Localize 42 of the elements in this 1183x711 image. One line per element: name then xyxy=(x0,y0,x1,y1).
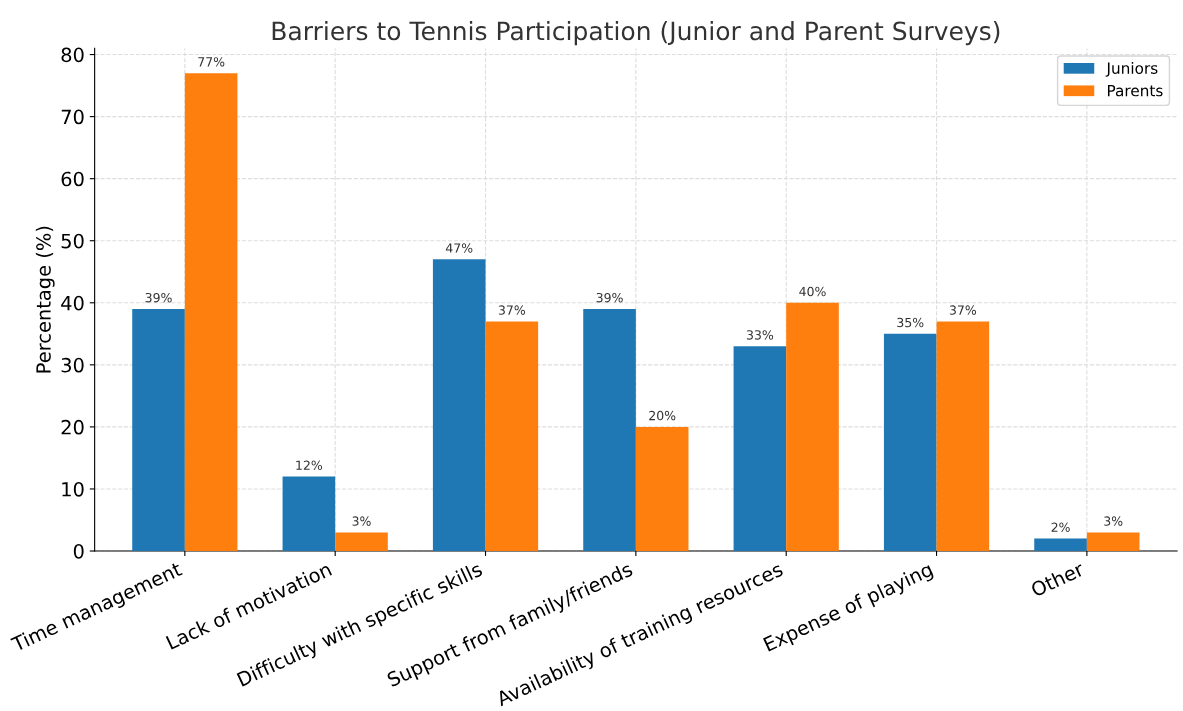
data-label: 37% xyxy=(498,305,526,315)
bar xyxy=(583,309,636,552)
y-tick-label: 70 xyxy=(61,109,84,125)
data-label: 47% xyxy=(445,243,473,253)
bar xyxy=(936,321,990,552)
y-tick-label: 0 xyxy=(73,543,84,559)
bar xyxy=(485,321,539,552)
bar xyxy=(132,309,185,552)
data-label: 40% xyxy=(799,286,826,297)
legend-label: Juniors xyxy=(1105,62,1158,77)
chart-title: Barriers to Tennis Participation (Junior and Parent Surveys) xyxy=(272,21,1000,46)
x-tick-label: Other xyxy=(1029,560,1086,598)
y-tick-label: 20 xyxy=(61,419,84,435)
bar xyxy=(733,346,787,552)
data-label: 2% xyxy=(1051,522,1070,533)
bar xyxy=(432,259,486,552)
data-label: 3% xyxy=(1104,516,1123,526)
bar xyxy=(1086,532,1140,552)
y-tick-label: 10 xyxy=(62,481,84,497)
legend-label: Parents xyxy=(1107,84,1163,97)
y-tick-label: 80 xyxy=(61,47,84,63)
data-label: 20% xyxy=(649,410,676,421)
y-tick-label: 40 xyxy=(61,295,84,311)
y-tick-label: 60 xyxy=(61,171,84,187)
data-label: 35% xyxy=(897,317,924,328)
data-label: 3% xyxy=(352,516,371,526)
data-label: 12% xyxy=(296,460,323,470)
bar xyxy=(635,426,689,552)
data-label: 33% xyxy=(746,330,774,340)
bar xyxy=(883,333,937,552)
bar xyxy=(786,302,839,552)
bar xyxy=(184,73,238,552)
data-label: 39% xyxy=(145,292,172,303)
y-axis-title: Percentage (%) xyxy=(35,226,55,373)
data-label: 77% xyxy=(198,57,225,67)
bar xyxy=(335,532,388,552)
data-label: 37% xyxy=(949,305,977,315)
bar xyxy=(282,476,336,552)
data-label: 39% xyxy=(596,292,623,303)
bar xyxy=(1034,538,1087,552)
y-tick-label: 50 xyxy=(61,233,84,249)
y-tick-label: 30 xyxy=(61,357,84,373)
